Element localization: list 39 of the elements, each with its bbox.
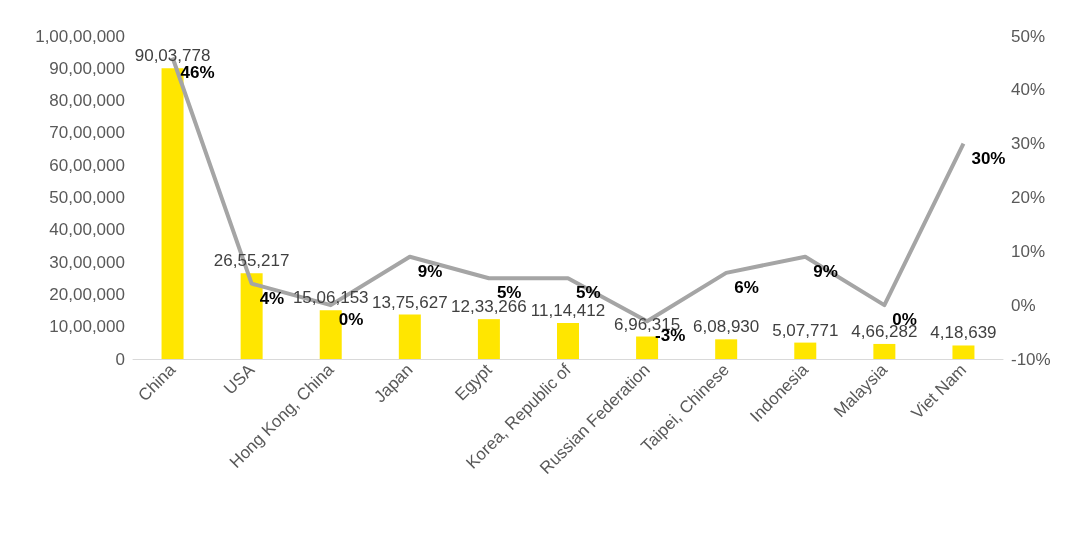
data-label: 26,55,217 [213,251,290,271]
y2-tick-label: 50% [1011,26,1046,46]
y-tick-label: 0 [115,349,125,369]
bar [952,345,975,359]
bar [477,319,500,359]
y2-tick-label: 40% [1011,80,1046,100]
bar [794,342,817,359]
data-label: 6,08,930 [693,317,760,337]
bar [557,323,579,359]
y-tick-label: 1,00,00,000 [35,26,125,46]
data-label: 5% [576,283,601,303]
y-tick-label: 60,00,000 [49,155,125,175]
y-tick-label: 80,00,000 [49,91,125,111]
y-tick-label: 20,00,000 [49,284,125,304]
bar [873,343,896,359]
y-tick-label: 30,00,000 [49,252,125,272]
data-label: 9% [813,261,838,281]
y2-tick-label: 20% [1011,188,1046,207]
data-label: 15,06,153 [292,288,369,308]
data-label: 11,14,412 [530,301,606,320]
data-label: 90,03,778 [134,46,211,66]
bar [398,314,421,359]
y-tick-label: 40,00,000 [49,220,125,240]
data-label: 5,07,771 [772,320,839,340]
y2-tick-label: -10% [1011,349,1051,369]
data-label: 4,18,639 [930,323,997,343]
y2-tick-label: 30% [1011,134,1046,154]
y2-tick-label: 0% [1011,295,1036,315]
data-label: 9% [417,261,443,281]
y2-tick-label: 10% [1011,241,1046,261]
y-tick-label: 90,00,000 [49,58,125,78]
data-label: 13,75,627 [372,292,448,312]
bar [715,339,738,359]
y-tick-label: 50,00,000 [49,188,125,207]
data-label: 6% [734,277,759,297]
y-tick-label: 10,00,000 [49,317,125,337]
x-tick-label: USA [220,359,259,399]
data-label: 30% [971,148,1006,168]
y-tick-label: 70,00,000 [49,123,125,143]
